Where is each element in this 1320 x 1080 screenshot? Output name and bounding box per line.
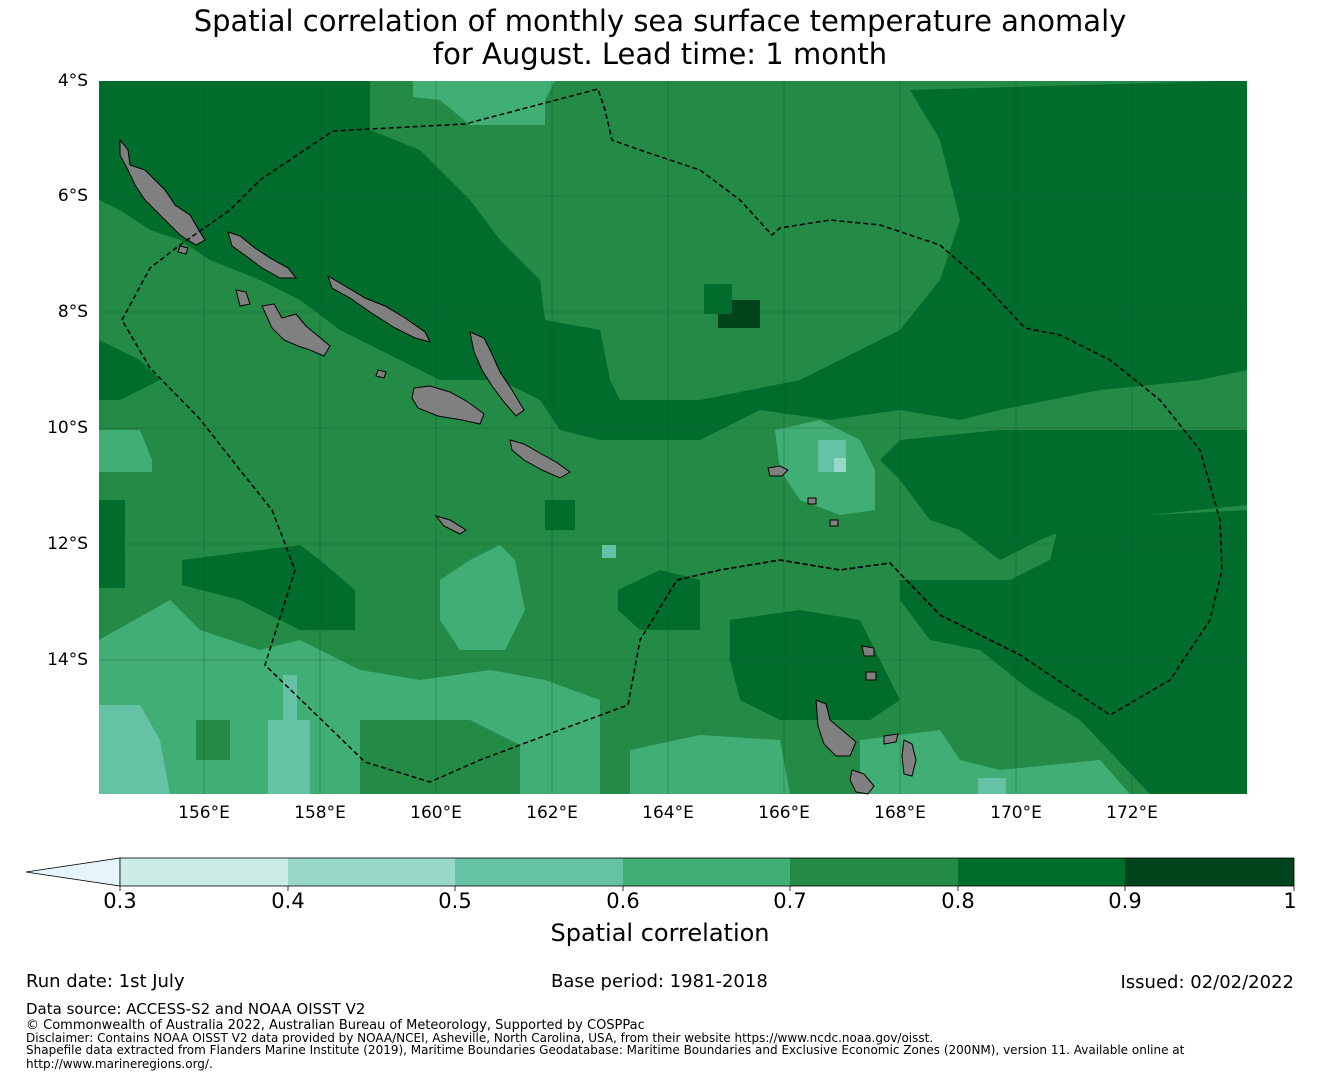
island-pentecost — [883, 733, 899, 745]
colorbar-under-arrow — [25, 857, 121, 887]
field-patch-low — [283, 675, 297, 720]
field-patch-high — [99, 81, 1247, 440]
colorbar-bin-6 — [1125, 858, 1294, 886]
colorbar-bin-3 — [623, 858, 790, 886]
field-patch-medhigh — [360, 720, 520, 794]
copyright: © Commonwealth of Australia 2022, Austra… — [26, 1018, 645, 1033]
island-malekula — [901, 739, 917, 777]
island-rennell — [434, 515, 467, 535]
field-patch-low — [978, 778, 1006, 794]
colorbar-bin-5 — [958, 858, 1125, 886]
island-small-4 — [177, 245, 189, 255]
colorbar — [25, 857, 1295, 891]
lon-label: 170°E — [990, 803, 1042, 823]
island-vella — [235, 289, 251, 307]
shapefile-url: http://www.marineregions.org/. — [26, 1057, 213, 1071]
field-patch-low — [268, 720, 310, 794]
island-choiseul — [227, 231, 298, 279]
colorbar-tick-label: 0.4 — [271, 889, 305, 913]
colorbar-tick-label: 0.8 — [941, 889, 975, 913]
field-patch-mid — [440, 545, 525, 650]
colorbar-tick-label: 0.3 — [103, 889, 137, 913]
eez-boundaries — [121, 88, 1223, 783]
lon-label: 166°E — [758, 803, 810, 823]
lon-label: 156°E — [178, 803, 230, 823]
base-period: Base period: 1981-2018 — [551, 971, 768, 992]
colorbar-bin-4 — [790, 858, 958, 886]
field-patch-high — [900, 510, 1247, 794]
colorbar-bin-2 — [455, 858, 623, 886]
island-ndeni — [767, 465, 789, 477]
lat-label: 14°S — [47, 650, 88, 670]
run-date: Run date: 1st July — [26, 971, 185, 992]
island-small-2 — [829, 519, 839, 527]
colorbar-tick-label: 0.6 — [606, 889, 640, 913]
field-patch-lowest — [834, 458, 846, 472]
field-patch-high — [730, 610, 900, 720]
gridlines — [99, 81, 1247, 794]
island-ambae — [865, 671, 877, 681]
lon-label: 172°E — [1106, 803, 1158, 823]
field-patch-low — [602, 545, 616, 558]
field-patch-high — [99, 340, 160, 400]
island-small-3 — [375, 369, 387, 379]
field-patch-high — [880, 430, 1247, 560]
field-patch-medhigh — [196, 720, 230, 760]
lat-label: 8°S — [57, 302, 88, 322]
colorbar-tick-label: 0.7 — [773, 889, 807, 913]
island-new-georgia — [261, 303, 331, 357]
island-espiritu-santo — [815, 699, 857, 757]
data-source: Data source: ACCESS-S2 and NOAA OISST V2 — [26, 1000, 366, 1018]
shapefile-credit: Shapefile data extracted from Flanders M… — [26, 1043, 1185, 1057]
field-patch-mid — [630, 735, 790, 794]
island-guadalcanal — [411, 385, 485, 425]
colorbar-tick-label: 0.5 — [438, 889, 472, 913]
lat-label: 4°S — [57, 71, 88, 91]
field-patch-high — [545, 500, 575, 530]
field-patch-mid — [413, 81, 555, 125]
lat-label: 6°S — [57, 186, 88, 206]
chart-title-line-2: for August. Lead time: 1 month — [432, 37, 888, 71]
field-patch-low — [99, 705, 170, 794]
island-small-1 — [807, 497, 817, 505]
lat-label: 12°S — [47, 534, 88, 554]
lon-label: 162°E — [526, 803, 578, 823]
island-maewo — [861, 645, 875, 657]
colorbar-label: Spatial correlation — [550, 919, 770, 947]
eez-vanuatu-north — [676, 559, 1021, 656]
colorbar-tick-label: 1 — [1283, 889, 1297, 913]
colorbar-bin-1 — [288, 858, 455, 886]
eez-solomon-islands — [121, 88, 1223, 783]
island-efate — [849, 769, 875, 795]
disclaimer: Disclaimer: Contains NOAA OISST V2 data … — [26, 1031, 934, 1045]
lon-label: 158°E — [294, 803, 346, 823]
colorbar-bin-0 — [120, 858, 288, 886]
land-masses — [119, 138, 917, 795]
colorbar-outline — [119, 857, 1295, 887]
island-santa-isabel — [327, 274, 431, 343]
field-patch-mid — [99, 430, 152, 472]
island-makira — [509, 439, 571, 479]
field-patch-max — [704, 284, 732, 314]
lon-label: 164°E — [642, 803, 694, 823]
field-patch-mid — [860, 730, 1130, 794]
island-malaita — [469, 331, 525, 417]
lon-label: 168°E — [874, 803, 926, 823]
correlation-field — [99, 81, 1247, 794]
lon-label: 160°E — [410, 803, 462, 823]
chart-title-line-1: Spatial correlation of monthly sea surfa… — [193, 4, 1127, 38]
field-patch-high — [182, 545, 355, 630]
lat-label: 10°S — [47, 418, 88, 438]
colorbar-tick-label: 0.9 — [1108, 889, 1142, 913]
issued-date: Issued: 02/02/2022 — [1120, 972, 1294, 993]
field-patch-high — [618, 570, 700, 630]
island-bougainville — [119, 138, 206, 246]
